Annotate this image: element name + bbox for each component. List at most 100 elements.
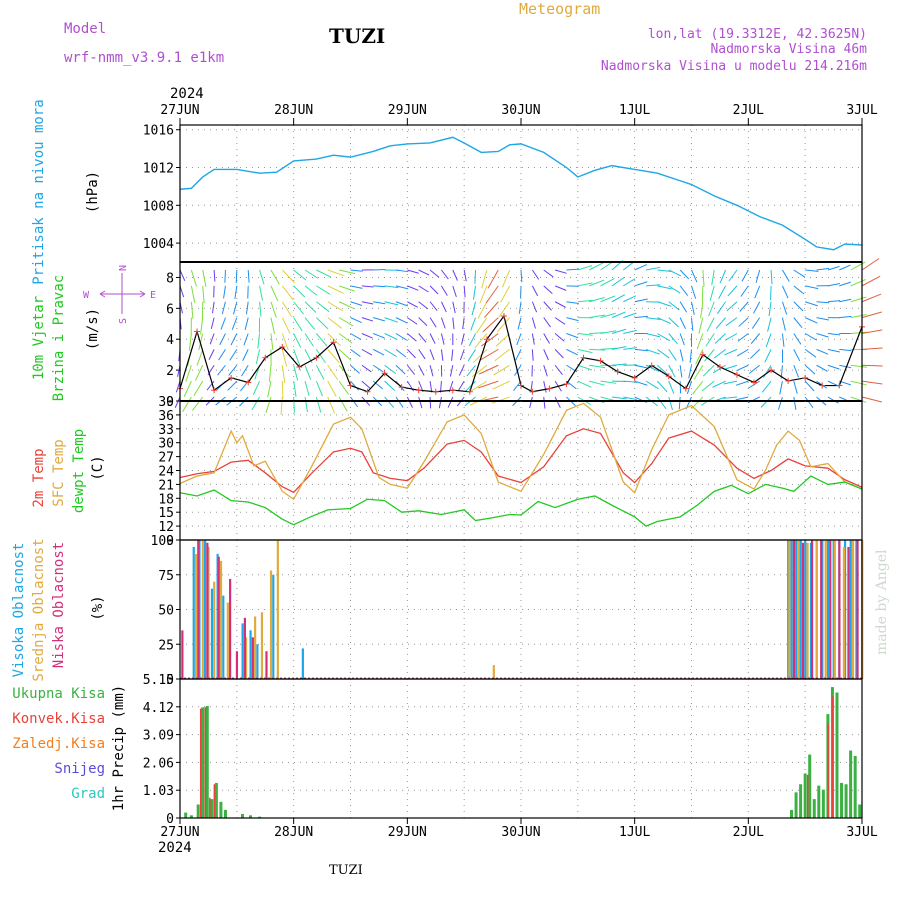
lonlat-label: lon,lat (19.3312E, 42.3625N) xyxy=(648,27,867,42)
wind-arrow xyxy=(736,364,749,372)
pressure-panel: 1004 1008 1012 1016 xyxy=(143,124,863,263)
wind-arrow xyxy=(270,285,279,302)
total_precip-bar xyxy=(803,773,807,818)
wind-arrow xyxy=(793,317,803,329)
wind-arrow xyxy=(668,301,680,311)
wind-arrow xyxy=(611,311,626,319)
wind-arrow xyxy=(711,269,715,286)
date-label-top: 27JUN xyxy=(160,103,199,118)
wind-arrow xyxy=(372,364,384,373)
wind-arrow xyxy=(338,317,354,327)
wind-arrow xyxy=(202,269,207,287)
wind-arrow xyxy=(304,301,317,313)
wind-arrow xyxy=(755,269,761,283)
wind-arrow xyxy=(589,297,605,303)
wind-speed-point xyxy=(347,382,354,389)
wind-arrow xyxy=(793,396,797,410)
wind-speed-point xyxy=(819,382,826,389)
wind-arrow xyxy=(395,317,408,324)
wind-arrow xyxy=(193,380,204,397)
wind-speed-point xyxy=(211,387,218,394)
wind-arrow xyxy=(429,396,432,409)
high_cloud-bar xyxy=(301,648,304,679)
wind-arrow xyxy=(211,301,215,314)
cloud-ylabel-2: Srednja Oblacnost xyxy=(31,538,47,681)
wind-arrow xyxy=(737,333,749,342)
wind-arrow xyxy=(543,317,551,328)
wind-speed-point xyxy=(597,357,604,364)
wind-arrow xyxy=(723,380,738,385)
wind-arrow xyxy=(850,261,866,271)
wind-arrow xyxy=(566,301,579,304)
wind-arrow xyxy=(554,285,567,291)
high_cloud-bar xyxy=(821,540,824,679)
wind-arrow xyxy=(327,396,336,414)
wind-arrow xyxy=(657,348,670,359)
wind-arrow xyxy=(705,333,715,347)
wind-arrow xyxy=(475,317,488,334)
wind-arrow xyxy=(315,396,322,413)
wind-arrow xyxy=(281,381,284,399)
wind-arrow xyxy=(600,278,615,287)
wind-arrow xyxy=(724,333,738,341)
high_cloud-bar xyxy=(843,540,847,679)
mid_cloud-bar xyxy=(788,540,791,679)
wind-speed-point xyxy=(449,387,456,394)
total_precip-bar xyxy=(817,785,821,818)
wind-speed-point xyxy=(432,388,439,395)
mid_cloud-bar xyxy=(806,542,809,679)
wind-arrow xyxy=(623,380,638,383)
wind-arrow xyxy=(418,269,430,276)
wind-arrow xyxy=(190,285,196,303)
wind-arrow xyxy=(458,365,465,376)
year-bottom: 2024 xyxy=(158,840,192,856)
wind-arrow xyxy=(293,269,307,281)
wind-arrow xyxy=(350,285,363,289)
wind-arrow xyxy=(656,396,667,410)
wind-arrow xyxy=(748,364,761,374)
mid_cloud-bar xyxy=(797,540,800,679)
wind-arrow xyxy=(268,365,272,382)
product-title: Meteogram xyxy=(519,0,600,18)
total_precip-bar xyxy=(258,816,262,818)
conv_precip-bar xyxy=(199,708,202,818)
wind-arrow xyxy=(623,295,637,303)
wind-arrow xyxy=(259,269,265,285)
wind-arrow xyxy=(623,278,636,287)
temp-ylabel-3: dewpt Temp xyxy=(71,429,87,513)
precip-ylabel: 1hr Precip (mm) xyxy=(111,685,127,811)
wind-arrow xyxy=(429,349,435,361)
wind-speed-point xyxy=(466,388,473,395)
wind-arrow xyxy=(611,277,625,287)
wind-arrow xyxy=(645,284,661,287)
wind-arrow xyxy=(350,348,361,357)
wind-arrow xyxy=(440,333,445,345)
pressure-ytick-label: 1012 xyxy=(143,162,174,177)
high_cloud-bar xyxy=(272,574,275,679)
wind-arrow xyxy=(190,269,197,287)
wind-arrow xyxy=(440,317,446,329)
cloud-ytick-label: 0 xyxy=(166,673,174,688)
wind-arrow xyxy=(770,269,773,285)
wind-arrow xyxy=(224,269,226,283)
wind-arrow xyxy=(259,285,264,301)
wind-arrow xyxy=(234,285,238,299)
temp-ytick-label: 33 xyxy=(158,423,174,438)
high_cloud-bar xyxy=(204,540,207,679)
wind-arrow xyxy=(407,333,417,342)
wind-arrow xyxy=(577,364,593,371)
wind-arrow xyxy=(861,380,883,385)
wind-arrow xyxy=(293,349,300,365)
wind-arrow xyxy=(481,333,499,347)
cloud-ylabel-3: Niska Oblacnost xyxy=(51,542,67,668)
wind-speed-point xyxy=(296,364,303,371)
wind-arrow xyxy=(281,317,291,334)
wind-arrow xyxy=(693,364,704,380)
precip-ytick-label: 5.15 xyxy=(143,673,174,688)
wind-arrow xyxy=(315,349,326,364)
wind-arrow xyxy=(304,365,312,380)
wind-arrow xyxy=(645,333,661,338)
wind-ytick-label: 8 xyxy=(166,271,174,286)
wind-arrow xyxy=(361,364,372,373)
